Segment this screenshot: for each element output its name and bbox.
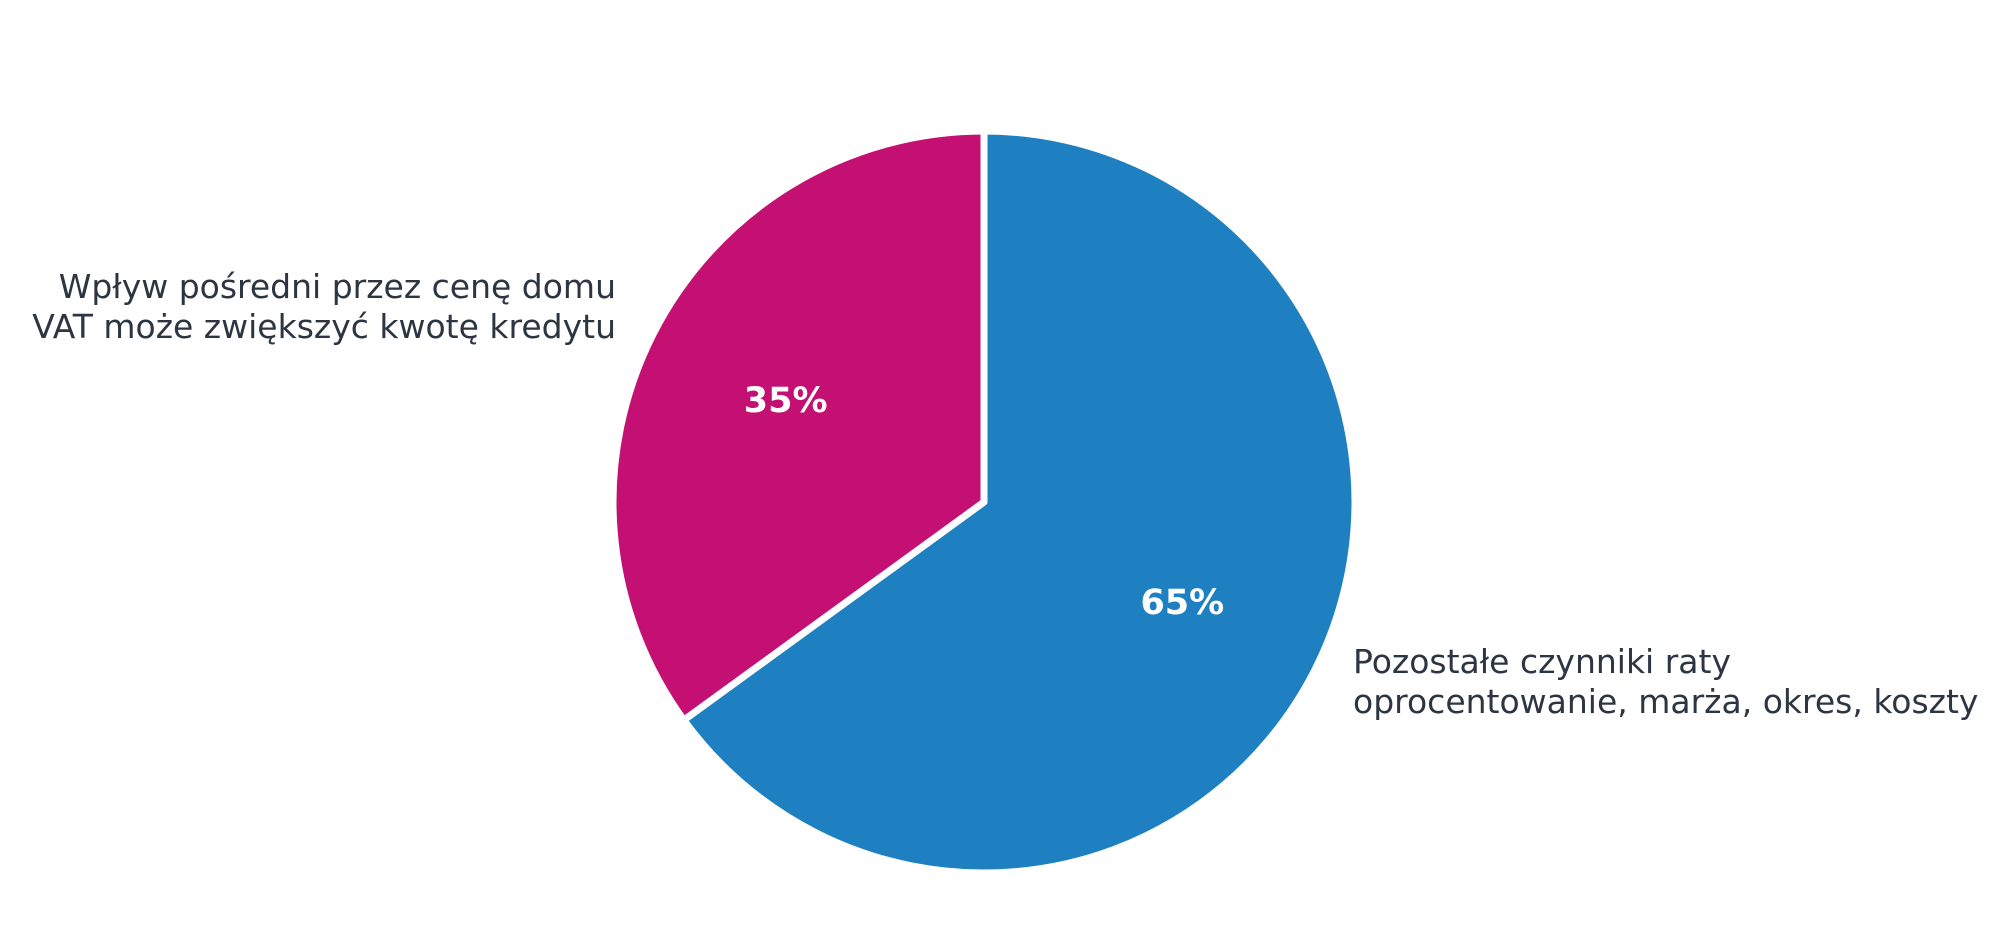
pie-slice-2	[609, 127, 988, 724]
slice-value-labels: 65% 35%	[744, 381, 1224, 623]
pie-slice-1	[680, 127, 1359, 877]
slice-category-label-line: oprocentowanie, marża, okres, koszty	[1353, 682, 1978, 721]
pie-slices	[609, 127, 1359, 877]
slice-value-label-1: 65%	[1140, 583, 1224, 623]
slice-category-label-line: Pozostałe czynniki raty	[1353, 642, 1731, 681]
slice-category-label-line: Wpływ pośredni przez cenę domu	[59, 267, 616, 306]
slice-category-label-2: Wpływ pośredni przez cenę domu VAT może z…	[32, 267, 616, 346]
slice-category-label-line: VAT może zwiększyć kwotę kredytu	[32, 307, 616, 346]
slice-category-label-1: Pozostałe czynniki raty oprocentowanie, m…	[1353, 642, 1978, 721]
slice-category-labels: Pozostałe czynniki raty oprocentowanie, m…	[32, 267, 1978, 721]
slice-value-label-2: 35%	[744, 381, 828, 421]
